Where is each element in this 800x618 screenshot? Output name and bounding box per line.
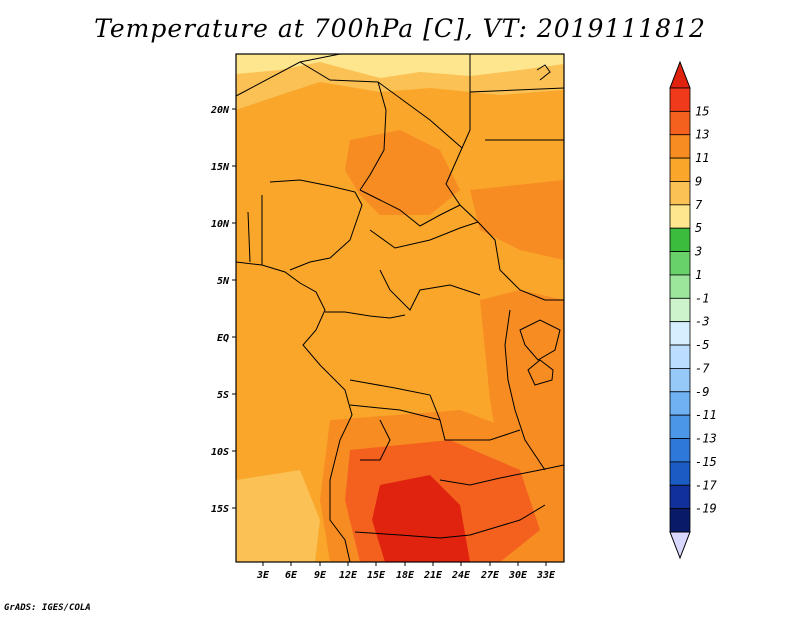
colorbar-label: -17	[695, 478, 717, 492]
lat-label: 5S	[217, 390, 229, 401]
lon-label: 12E	[339, 570, 358, 581]
field-sahel-warm	[345, 130, 460, 215]
footer-credit: GrADS: IGES/COLA	[4, 603, 91, 613]
lat-axis: 20N 15N 10N 5N EQ 5S 10S 15S	[210, 105, 236, 515]
field-east-warm	[470, 180, 564, 260]
field-lakes-warm	[480, 290, 564, 470]
colorbar-swatch	[669, 87, 691, 112]
colorbar-swatch	[669, 181, 691, 206]
colorbar-swatch	[669, 157, 691, 182]
country-boundaries	[236, 54, 564, 562]
colorbar-swatch	[669, 251, 691, 276]
lon-label: 9E	[314, 570, 327, 581]
colorbar-swatch	[669, 227, 691, 252]
colorbar-swatch	[669, 274, 691, 299]
colorbar-swatch	[669, 368, 691, 393]
colorbar-swatch	[669, 344, 691, 369]
colorbar-label: -9	[695, 385, 709, 399]
colorbar-label: -15	[695, 455, 717, 469]
lat-label: 15N	[211, 162, 230, 173]
lon-axis: 3E 6E 9E 12E 15E 18E 21E 24E 27E 30E 33E	[256, 562, 556, 581]
lon-label: 18E	[396, 570, 415, 581]
field-south-hottest	[372, 475, 470, 562]
colorbar-under-arrow	[669, 531, 691, 560]
colorbar-label: -3	[695, 315, 709, 329]
colorbar-swatch	[669, 391, 691, 416]
colorbar-swatch	[669, 438, 691, 463]
colorbar-label: -1	[695, 291, 709, 305]
field-north-coolest	[236, 54, 564, 78]
lat-label: EQ	[217, 333, 229, 344]
lon-label: 3E	[256, 570, 270, 581]
chart-title: Temperature at 700hPa [C], VT: 201911181…	[94, 14, 706, 43]
lat-label: 20N	[210, 105, 230, 116]
colorbar-label: 3	[694, 245, 702, 259]
lat-label: 10S	[211, 447, 229, 458]
colorbar-label: -5	[695, 338, 709, 352]
colorbar-swatch	[669, 297, 691, 323]
lat-label: 5N	[217, 276, 230, 287]
lon-label: 24E	[451, 570, 471, 581]
colorbar-label: -7	[695, 361, 710, 375]
lat-label: 15S	[211, 504, 229, 515]
lon-label: 6E	[285, 570, 298, 581]
colorbar-label: -13	[695, 432, 717, 446]
colorbar: 15 13 11 9 7 5 3 1 -1 -3 -5 -7 -9 -11 -13 -15 -17 -19	[669, 60, 717, 560]
colorbar-swatch	[669, 414, 691, 439]
lon-label: 15E	[367, 570, 386, 581]
colorbar-swatch	[669, 461, 691, 486]
lon-label: 21E	[423, 570, 443, 581]
colorbar-swatch	[669, 110, 691, 136]
lon-label: 30E	[508, 570, 528, 581]
field-southwest-cool	[236, 470, 320, 562]
temperature-field	[236, 54, 564, 562]
lon-label: 27E	[480, 570, 500, 581]
colorbar-swatch	[669, 321, 691, 346]
colorbar-label: -11	[695, 408, 717, 422]
colorbar-swatch	[669, 484, 691, 510]
colorbar-label: 13	[695, 128, 709, 142]
colorbar-swatch	[669, 508, 691, 533]
colorbar-swatch	[669, 204, 691, 229]
colorbar-label: 9	[695, 174, 702, 188]
colorbar-swatch	[669, 134, 691, 159]
colorbar-label: 15	[695, 104, 709, 118]
colorbar-label: 1	[695, 268, 702, 282]
colorbar-label: 5	[695, 221, 702, 235]
colorbar-label: -19	[695, 502, 717, 516]
lon-label: 33E	[536, 570, 556, 581]
colorbar-label: 11	[695, 151, 709, 165]
colorbar-label: 7	[695, 198, 703, 212]
colorbar-over-arrow	[669, 60, 691, 89]
map-frame	[235, 53, 565, 563]
lat-label: 10N	[211, 219, 230, 230]
